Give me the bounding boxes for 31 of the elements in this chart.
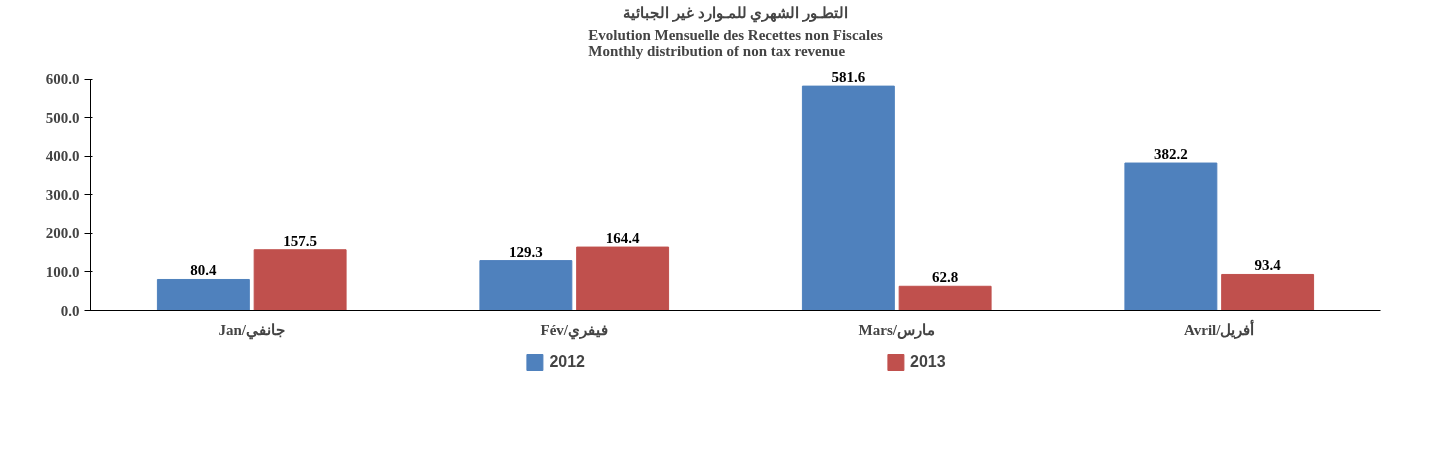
y-tick-label: 300.0 (45, 186, 80, 203)
data-label: 157.5 (283, 232, 317, 249)
data-label: 581.6 (831, 69, 866, 86)
x-tick-label: Avril/أفريل (1184, 318, 1255, 339)
bar (576, 246, 670, 311)
bar (898, 285, 992, 311)
bar (1221, 273, 1315, 311)
legend-label: 2013 (910, 353, 946, 371)
y-tick-label: 400.0 (45, 148, 80, 165)
data-label: 62.8 (932, 269, 959, 286)
bar (156, 278, 250, 311)
bar (479, 260, 573, 311)
chart-subtitle: Evolution Mensuelle des Recettes non Fiscales Monthly distribution of non tax revenue (588, 26, 883, 59)
y-tick-label: 600.0 (45, 71, 80, 88)
legend-label: 2012 (549, 353, 585, 371)
bar (801, 85, 895, 311)
data-label: 93.4 (1254, 257, 1282, 274)
x-tick-label: Jan/جانفي (218, 321, 286, 340)
y-tick-label: 0.0 (60, 302, 80, 319)
y-tick-label: 100.0 (45, 263, 80, 280)
y-tick-label: 500.0 (45, 109, 80, 126)
bar (1124, 162, 1218, 311)
x-tick-label: Fév/فيفري (540, 321, 609, 340)
data-label: 164.4 (605, 230, 640, 247)
bar (253, 249, 347, 311)
data-label: 129.3 (509, 243, 543, 260)
data-label: 382.2 (1154, 146, 1188, 163)
chart-title: التطـور الشهري للمـوارد غير الجبائية (623, 4, 848, 23)
y-tick-label: 200.0 (45, 225, 80, 242)
x-tick-label: Mars/مارس (858, 321, 935, 339)
data-label: 80.4 (190, 262, 217, 279)
